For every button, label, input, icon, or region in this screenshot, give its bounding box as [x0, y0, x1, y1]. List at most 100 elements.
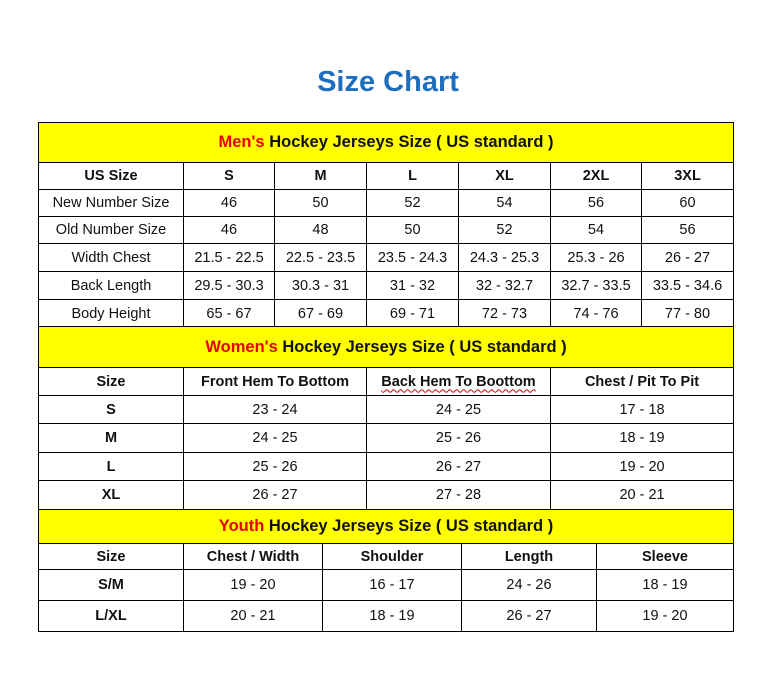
table-cell: 19 - 20: [549, 452, 735, 481]
column-header: Back Hem To Boottom: [366, 367, 551, 396]
column-header-label: US Size: [84, 168, 138, 184]
table-cell: 27 - 28: [366, 480, 551, 510]
table-cell: 48: [274, 216, 367, 244]
column-header: Sleeve: [595, 543, 735, 570]
row-label: Body Height: [38, 299, 184, 328]
column-header-label: Size: [96, 373, 126, 390]
column-header: Front Hem To Bottom: [183, 367, 367, 396]
table-row: New Number Size 46 50 52 54 56 60: [38, 189, 734, 217]
table-cell: 60: [641, 189, 734, 217]
table-cell: 52: [458, 216, 551, 244]
table-cell: 32 - 32.7: [458, 271, 551, 300]
table-cell: 25.3 - 26: [550, 243, 642, 272]
table-cell: 24 - 25: [366, 395, 551, 424]
column-header-label: XL: [495, 168, 514, 184]
banner-title: Hockey Jerseys Size ( US standard ): [277, 337, 567, 356]
header-row: Size Chest / Width Shoulder Length Sleeve: [38, 543, 735, 570]
table-cell: 32.7 - 33.5: [550, 271, 642, 300]
column-header-label: M: [314, 168, 327, 184]
table-cell: 20 - 21: [549, 480, 735, 510]
table-cell: 29.5 - 30.3: [183, 271, 275, 300]
men-section-banner: Men's Hockey Jerseys Size ( US standard …: [38, 122, 734, 163]
column-header-label: Sleeve: [642, 548, 688, 565]
row-label: L/XL: [38, 600, 184, 632]
row-label: S: [38, 395, 184, 424]
table-cell: 46: [183, 189, 275, 217]
table-cell: 19 - 20: [183, 569, 323, 601]
banner-title: Hockey Jerseys Size ( US standard ): [264, 517, 554, 535]
table-cell: 33.5 - 34.6: [641, 271, 734, 300]
table-cell: 21.5 - 22.5: [183, 243, 275, 272]
row-label: S/M: [38, 569, 184, 601]
table-row: L/XL 20 - 21 18 - 19 26 - 27 19 - 20: [38, 600, 735, 632]
table-cell: 16 - 17: [322, 569, 462, 601]
table-row: Width Chest 21.5 - 22.5 22.5 - 23.5 23.5 - …: [38, 243, 734, 272]
column-header-label: Length: [504, 548, 554, 565]
row-label: XL: [38, 480, 184, 510]
banner-category: Women's: [205, 337, 278, 356]
column-header: Size: [38, 367, 184, 396]
table-cell: 65 - 67: [183, 299, 275, 328]
column-header: 2XL: [550, 162, 642, 190]
table-cell: 18 - 19: [595, 569, 735, 601]
table-cell: 72 - 73: [458, 299, 551, 328]
table-cell: 74 - 76: [550, 299, 642, 328]
table-cell: 31 - 32: [366, 271, 459, 300]
page-title: Size Chart: [317, 66, 459, 98]
table-cell: 18 - 19: [322, 600, 462, 632]
row-label: Width Chest: [38, 243, 184, 272]
table-row: S/M 19 - 20 16 - 17 24 - 26 18 - 19: [38, 569, 735, 601]
table-cell: 54: [458, 189, 551, 217]
row-label: L: [38, 452, 184, 481]
women-size-table: Women's Hockey Jerseys Size ( US standar…: [37, 326, 735, 510]
table-cell: 18 - 19: [549, 423, 735, 453]
column-header-label: L: [408, 168, 417, 184]
youth-size-table: Youth Hockey Jerseys Size ( US standard …: [37, 509, 735, 632]
table-row: Body Height 65 - 67 67 - 69 69 - 71 72 - 73 7…: [38, 299, 734, 328]
column-header: 3XL: [641, 162, 734, 190]
table-cell: 50: [366, 216, 459, 244]
banner-category: Men's: [218, 133, 265, 151]
table-row: Old Number Size 46 48 50 52 54 56: [38, 216, 734, 244]
table-cell: 23.5 - 24.3: [366, 243, 459, 272]
table-row: XL 26 - 27 27 - 28 20 - 21: [38, 480, 735, 510]
banner-title: Hockey Jerseys Size ( US standard ): [264, 133, 554, 151]
column-header: XL: [458, 162, 551, 190]
column-header-label: 3XL: [674, 168, 701, 184]
table-row: L 25 - 26 26 - 27 19 - 20: [38, 452, 735, 481]
table-row: M 24 - 25 25 - 26 18 - 19: [38, 423, 735, 453]
column-header: S: [183, 162, 275, 190]
table-cell: 52: [366, 189, 459, 217]
men-size-table: Men's Hockey Jerseys Size ( US standard …: [38, 122, 734, 328]
column-header: US Size: [38, 162, 184, 190]
youth-section-banner: Youth Hockey Jerseys Size ( US standard …: [37, 509, 735, 544]
table-row: S 23 - 24 24 - 25 17 - 18: [38, 395, 735, 424]
table-cell: 22.5 - 23.5: [274, 243, 367, 272]
column-header-label: S: [224, 168, 234, 184]
column-header-label: Front Hem To Bottom: [201, 373, 349, 390]
column-header: Shoulder: [322, 543, 462, 570]
column-header: Size: [38, 543, 184, 570]
table-cell: 20 - 21: [183, 600, 323, 632]
column-header: L: [366, 162, 459, 190]
table-cell: 67 - 69: [274, 299, 367, 328]
table-cell: 23 - 24: [183, 395, 367, 424]
row-label: Old Number Size: [38, 216, 184, 244]
column-header-label: Chest / Pit To Pit: [584, 373, 700, 390]
table-cell: 26 - 27: [461, 600, 597, 632]
table-cell: 25 - 26: [183, 452, 367, 481]
table-cell: 24 - 25: [183, 423, 367, 453]
header-row: Size Front Hem To Bottom Back Hem To Boott…: [38, 367, 735, 396]
column-header: M: [274, 162, 367, 190]
column-header: Chest / Width: [183, 543, 323, 570]
table-cell: 77 - 80: [641, 299, 734, 328]
column-header-label: Back Hem To Boottom: [381, 373, 536, 390]
banner-category: Youth: [218, 517, 265, 535]
table-cell: 26 - 27: [183, 480, 367, 510]
table-cell: 26 - 27: [366, 452, 551, 481]
table-cell: 24 - 26: [461, 569, 597, 601]
table-cell: 17 - 18: [549, 395, 735, 424]
table-cell: 19 - 20: [595, 600, 735, 632]
table-cell: 69 - 71: [366, 299, 459, 328]
table-cell: 56: [550, 189, 642, 217]
